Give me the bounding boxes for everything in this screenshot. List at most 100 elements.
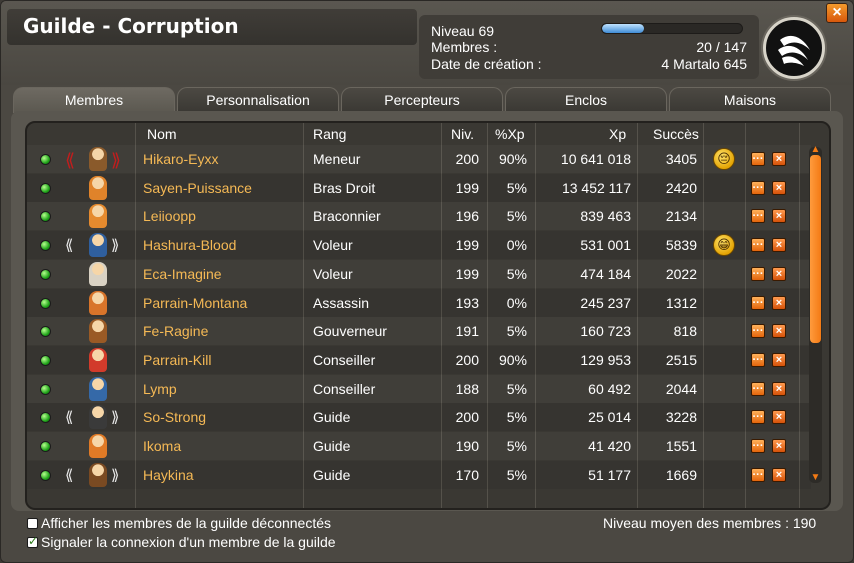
member-menu-button[interactable]: ··· [751,324,765,339]
member-menu-button[interactable]: ··· [751,439,765,453]
member-xp: 13 452 117 [561,179,631,196]
member-rank: Gouverneur [313,323,387,340]
member-xp-percent: 5% [506,466,527,483]
member-menu-button[interactable]: ··· [751,410,765,425]
member-kick-button[interactable]: × [772,381,786,396]
online-status-icon [40,297,51,309]
member-rank: Guide [313,438,351,454]
table-row[interactable]: Parrain-Kill Conseiller 200 90% 129 953 2515 ·… [27,345,811,374]
column-divider [535,123,536,508]
average-level: Niveau moyen des membres : 190 [603,515,817,531]
close-button[interactable]: × [826,3,848,23]
member-level: 190 [455,438,479,454]
online-status-icon [40,412,51,424]
member-kick-button[interactable]: × [772,439,786,453]
avatar [65,202,131,230]
header-rang[interactable]: Rang [313,126,347,142]
tab-enclos[interactable]: Enclos [505,87,667,111]
scroll-down-arrow-icon[interactable]: ▼ [810,472,821,483]
member-kick-button[interactable]: × [772,352,786,367]
column-divider [303,123,304,508]
table-row[interactable]: ⟪ ⟫ Haykina Guide 170 5% 51 177 1669 ··· × [27,460,811,489]
member-level: 199 [455,179,479,196]
member-menu-button[interactable]: ··· [751,352,765,367]
table-row[interactable]: ⟪ ⟫ Hikaro-Eyxx Meneur 200 90% 10 641 018 3405 😔… [27,145,811,173]
table-row[interactable]: Lymp Conseiller 188 5% 60 492 2044 ··· × [27,375,811,403]
level-progress-fill [602,24,644,33]
online-status-icon [40,182,51,194]
tab-personnalisation[interactable]: Personnalisation [177,87,339,111]
table-row[interactable]: ⟪ ⟫ Hashura-Blood Voleur 199 0% 531 001 5839 😁 ··… [27,231,811,260]
table-row[interactable]: Parrain-Montana Assassin 193 0% 245 237 1312 ·… [27,288,811,317]
member-name: Ikoma [143,438,182,454]
member-kick-button[interactable]: × [772,295,786,310]
header-succes[interactable]: Succès [653,126,699,142]
member-menu-button[interactable]: ··· [751,238,765,253]
table-row[interactable]: Eca-Imagine Voleur 199 5% 474 184 2022 ··· × [27,260,811,288]
tab-membres[interactable]: Membres [13,87,175,113]
character-icon [89,261,107,286]
avatar: ⟪ ⟫ [65,231,131,259]
scroll-up-arrow-icon[interactable]: ▲ [810,144,821,155]
header-xp[interactable]: Xp [609,126,627,142]
table-row[interactable]: Fe-Ragine Gouverneur 191 5% 160 723 818 ··· × [27,317,811,345]
member-kick-button[interactable]: × [772,324,786,339]
member-success: 3405 [665,151,697,167]
member-name: Haykina [143,466,194,483]
header-nom[interactable]: Nom [147,126,177,142]
table-row[interactable]: Sayen-Puissance Bras Droit 199 5% 13 452 117… [27,173,811,202]
member-kick-button[interactable]: × [772,180,786,195]
member-xp-percent: 5% [506,179,527,196]
table-row[interactable]: Ikoma Guide 190 5% 41 420 1551 ··· × [27,432,811,460]
member-kick-button[interactable]: × [772,266,786,281]
header-niveau[interactable]: Niv. [451,126,475,142]
member-kick-button[interactable]: × [772,467,786,482]
character-icon [89,233,107,258]
member-menu-button[interactable]: ··· [751,295,765,310]
member-rank: Bras Droit [313,179,376,196]
show-offline-checkbox[interactable] [27,518,38,529]
table-row[interactable]: ⟪ ⟫ So-Strong Guide 200 5% 25 014 3228 ··· × [27,403,811,432]
wings-icon: ⟪ [65,466,74,484]
member-kick-button[interactable]: × [772,238,786,253]
window-title: Guilde - Corruption [23,14,239,38]
member-kick-button[interactable]: × [772,152,786,166]
member-menu-button[interactable]: ··· [751,180,765,195]
member-menu-button[interactable]: ··· [751,381,765,396]
member-name: Hashura-Blood [143,237,237,254]
tab-percepteurs[interactable]: Percepteurs [341,87,503,111]
level-progress-bar [601,23,743,34]
online-status-icon [40,441,51,452]
member-menu-button[interactable]: ··· [751,152,765,166]
table-row[interactable]: Leiioopp Braconnier 196 5% 839 463 2134 ··· × [27,202,811,230]
member-xp: 25 014 [588,409,631,426]
member-xp: 245 237 [580,294,631,311]
member-xp-percent: 90% [498,151,527,167]
member-menu-button[interactable]: ··· [751,467,765,482]
member-kick-button[interactable]: × [772,410,786,425]
avatar [65,174,131,202]
column-divider [487,123,488,508]
member-rank: Conseiller [313,351,376,368]
member-name: So-Strong [143,409,207,426]
avatar: ⟪ ⟫ [65,145,131,173]
column-divider [441,123,442,508]
member-menu-button[interactable]: ··· [751,209,765,224]
character-icon [89,434,107,458]
notify-connection-checkbox[interactable] [27,534,38,548]
header-xp-percent[interactable]: %Xp [495,126,525,142]
member-xp: 474 184 [580,265,631,282]
guild-emblem-icon [778,35,810,66]
scrollbar-thumb[interactable] [810,155,821,343]
scrollbar[interactable]: ▲ ▼ [809,144,822,483]
wings-icon: ⟪ [65,237,74,255]
achievement-smiley-icon: 😔 [713,148,735,170]
tab-maisons[interactable]: Maisons [669,87,831,111]
member-success: 1551 [665,438,697,454]
member-menu-button[interactable]: ··· [751,266,765,281]
member-kick-button[interactable]: × [772,209,786,224]
show-offline-label: Afficher les membres de la guilde déconn… [41,515,332,531]
character-icon [89,175,107,200]
member-xp: 531 001 [580,237,631,254]
